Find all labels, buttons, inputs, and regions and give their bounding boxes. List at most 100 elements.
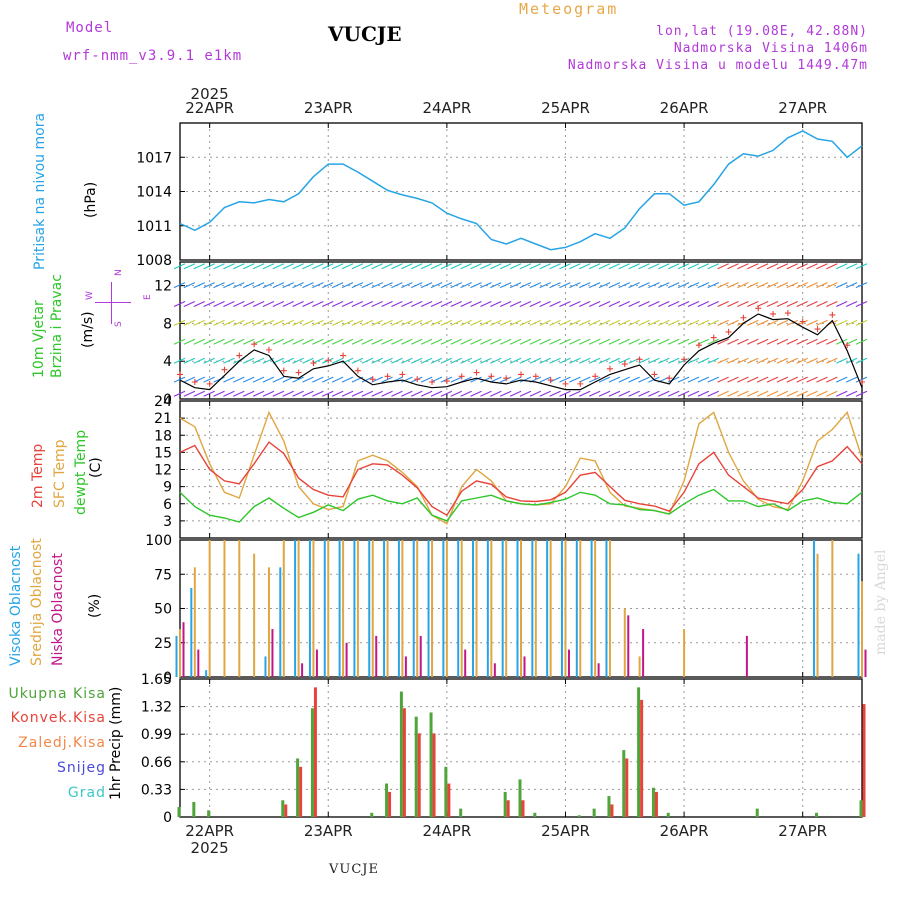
panel-frame xyxy=(179,261,863,400)
wind-barb xyxy=(845,390,858,397)
wind-barb xyxy=(242,301,255,308)
wind-barb xyxy=(371,390,383,397)
wind-barb xyxy=(697,357,710,364)
wind-gust-marker xyxy=(606,365,613,372)
wind-barb xyxy=(509,338,522,345)
wind-gust-marker xyxy=(488,373,495,380)
wind-barb xyxy=(450,282,462,289)
wind-barb xyxy=(401,390,413,397)
wind-barb xyxy=(499,301,512,308)
wind-barb xyxy=(440,263,453,270)
wind-barb xyxy=(717,376,729,383)
wind-barb xyxy=(331,319,344,326)
precip-total-bar xyxy=(414,716,418,817)
wind-barb xyxy=(737,282,749,289)
wind-barb xyxy=(242,357,255,364)
wind-barb xyxy=(183,390,196,397)
y-tick-label: 1017 xyxy=(136,150,172,166)
wind-barb xyxy=(549,282,561,289)
wind-barb xyxy=(608,357,621,364)
wind-barb xyxy=(845,263,858,270)
wind-barb xyxy=(173,376,186,383)
wind-barb xyxy=(233,282,245,289)
wind-barb xyxy=(608,376,621,383)
wind-barb xyxy=(579,319,591,326)
wind-barb xyxy=(509,319,522,326)
precip-legend-snow: Snijeg xyxy=(56,760,106,776)
precip-conv-bar xyxy=(521,800,525,817)
wind-barb xyxy=(529,319,542,326)
wind-barb xyxy=(549,301,561,308)
wind-barb xyxy=(302,376,314,383)
wind-barb xyxy=(628,390,640,397)
wind-barb xyxy=(539,338,551,345)
precip-total-bar xyxy=(459,808,463,817)
wind-barb xyxy=(302,263,314,270)
wind-barb xyxy=(638,390,650,397)
wind-barb xyxy=(845,376,858,383)
wind-barb xyxy=(826,357,838,364)
wind-barb xyxy=(628,338,640,345)
wind-barb xyxy=(322,301,334,308)
wind-barb xyxy=(836,319,848,326)
wind-barb xyxy=(519,263,532,270)
wind-barb xyxy=(322,390,334,397)
wind-barb xyxy=(460,263,472,270)
wind-gust-marker xyxy=(473,369,480,376)
wind-barb xyxy=(371,319,383,326)
precip-legend-freezing: Zaledj.Kisa xyxy=(18,735,106,751)
wind-barb xyxy=(312,263,324,270)
wind-barb xyxy=(598,263,611,270)
wind-barb xyxy=(667,376,680,383)
wind-gust-marker xyxy=(725,328,732,335)
wind-barb xyxy=(410,338,423,345)
wind-barb xyxy=(727,263,739,270)
wind-barb xyxy=(242,376,255,383)
wind-barb xyxy=(391,263,403,270)
wind-barb xyxy=(381,282,393,289)
wind-barb xyxy=(648,390,660,397)
wind-barb xyxy=(855,319,868,326)
wind-barb xyxy=(430,376,443,383)
wind-barb xyxy=(213,338,225,345)
wind-barb xyxy=(292,301,304,308)
wind-barb xyxy=(440,319,453,326)
wind-barb xyxy=(509,282,522,289)
y-tick-label: 25 xyxy=(154,636,172,652)
day-label-bottom: 26APR xyxy=(660,822,709,840)
wind-barb xyxy=(638,282,650,289)
wind-barb xyxy=(618,357,631,364)
wind-barb xyxy=(252,390,265,397)
wind-barb xyxy=(391,301,403,308)
wind-barb xyxy=(460,357,472,364)
wind-barb xyxy=(391,319,403,326)
wind-barb xyxy=(480,301,492,308)
wind-barb xyxy=(786,301,799,308)
y-tick-label: 4 xyxy=(163,354,172,370)
wind-barb xyxy=(223,282,235,289)
wind-barb xyxy=(203,263,215,270)
wind-barb xyxy=(628,376,640,383)
wind-barb xyxy=(460,390,472,397)
wind-barb xyxy=(351,263,364,270)
wind-barb xyxy=(381,376,393,383)
y-tick-label: 12 xyxy=(154,463,172,479)
wind-barb xyxy=(648,338,660,345)
wind-barb xyxy=(579,263,591,270)
wind-barb xyxy=(450,338,462,345)
wind-barb xyxy=(351,390,364,397)
wind-barb xyxy=(598,357,611,364)
wind-barb xyxy=(519,282,532,289)
wind-barb xyxy=(430,390,443,397)
wind-gust-marker xyxy=(844,342,851,349)
wind-barb xyxy=(450,263,462,270)
wind-barb xyxy=(618,282,631,289)
wind-barb xyxy=(697,319,710,326)
wind-barb xyxy=(648,263,660,270)
wind-barb xyxy=(826,282,838,289)
wind-barb xyxy=(193,301,205,308)
wind-barb xyxy=(252,357,265,364)
wind-gust-marker xyxy=(429,378,436,385)
wind-gust-marker xyxy=(399,371,406,378)
wind-barb xyxy=(855,282,868,289)
